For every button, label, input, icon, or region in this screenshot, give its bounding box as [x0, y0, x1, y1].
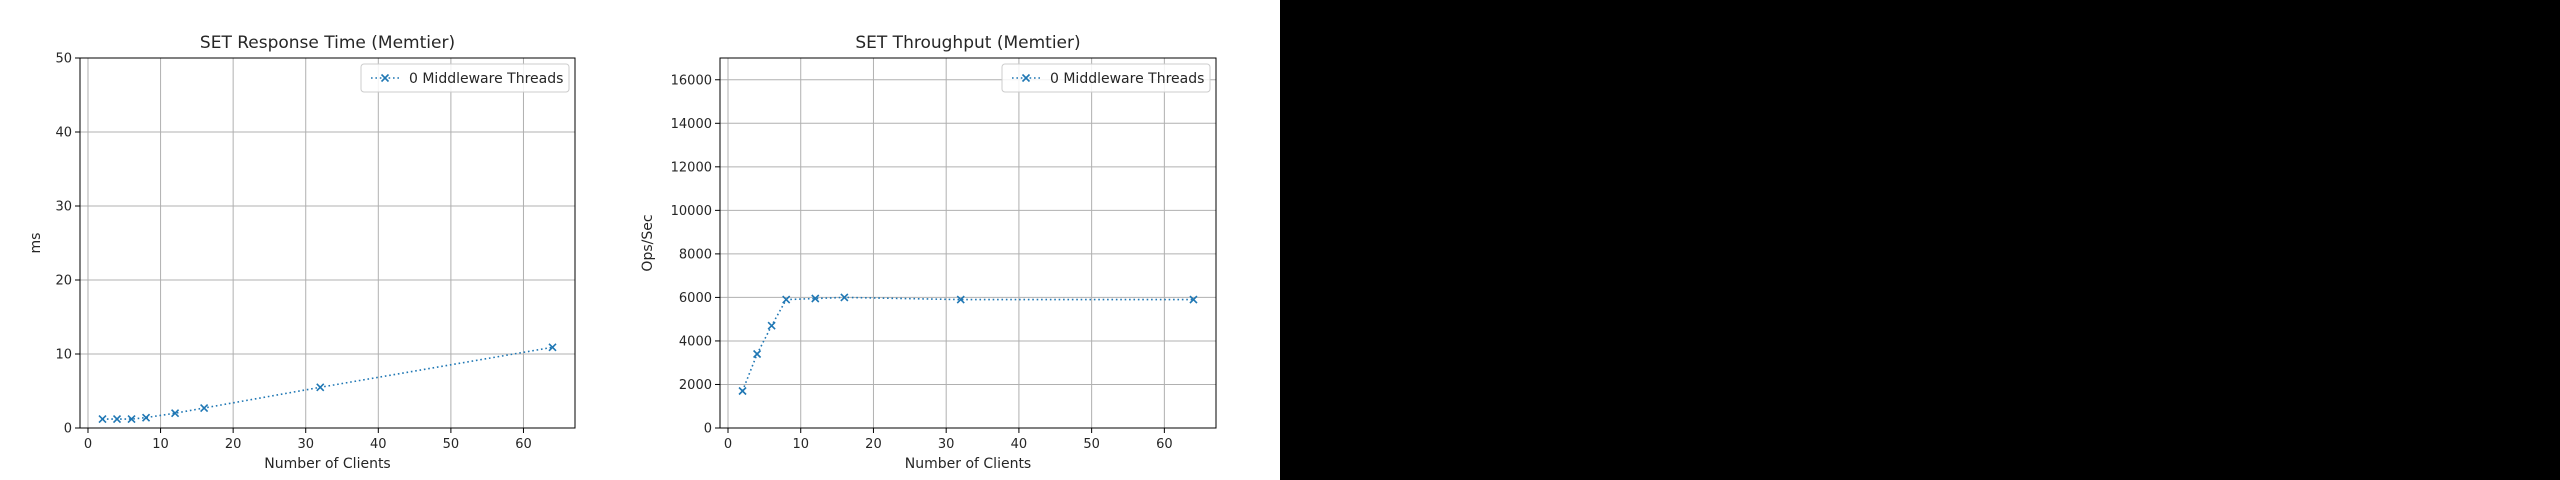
x-tick-label: 0	[724, 437, 732, 452]
marker-stroke	[98, 415, 107, 424]
data-point	[738, 386, 747, 396]
y-tick-label: 12000	[671, 160, 712, 175]
legend-marker-sample	[380, 73, 390, 83]
y-tick-label: 20	[55, 274, 72, 289]
chart-panel-2: 0 10 20 30 40 50 60 0 2000 4000 6000 8000 10000 12000…	[640, 33, 1217, 472]
data-point	[767, 321, 776, 330]
x-tick-label: 20	[865, 437, 882, 452]
data-point	[840, 293, 849, 302]
marker-stroke	[548, 343, 557, 352]
charts-canvas: 0 10 20 30 40 50 60 0 10 20 30 40 50 SET Response Tim…	[28, 33, 1217, 472]
figure: 0 10 20 30 40 50 60 0 10 20 30 40 50 SET Response Tim…	[0, 0, 1280, 480]
y-tick-label: 30	[55, 200, 72, 215]
y-tick-label: 6000	[679, 291, 712, 306]
data-point	[811, 294, 820, 303]
marker-stroke	[811, 294, 820, 303]
plot-area	[720, 58, 1216, 428]
x-axis-label: Number of Clients	[264, 456, 390, 472]
y-tick-label: 8000	[679, 247, 712, 262]
x-axis-label: Number of Clients	[905, 456, 1031, 472]
y-tick-label: 10000	[671, 204, 712, 219]
y-tick-label: 4000	[679, 334, 712, 349]
data-point	[753, 349, 762, 359]
chart-panel-1: 0 10 20 30 40 50 60 0 10 20 30 40 50 SET Response Tim…	[28, 33, 576, 472]
legend-marker-sample	[1021, 73, 1031, 83]
axes-frame	[79, 57, 576, 429]
marker-stroke	[171, 409, 180, 418]
data-point	[1189, 295, 1198, 304]
x-tick-label: 20	[225, 437, 242, 452]
y-axis-label: Ops/Sec	[640, 214, 656, 271]
marker-stroke	[1021, 73, 1031, 83]
marker-stroke	[380, 73, 390, 83]
data-point	[782, 295, 791, 304]
chart-title: SET Throughput (Memtier)	[855, 33, 1080, 53]
y-tick-label: 40	[55, 126, 72, 141]
data-point	[141, 413, 151, 422]
legend-entry: 0 Middleware Threads	[1050, 71, 1204, 87]
y-tick-label: 0	[704, 422, 712, 437]
y-tick-label: 2000	[679, 378, 712, 393]
x-tick-label: 30	[297, 437, 314, 452]
x-tick-label: 60	[515, 437, 532, 452]
x-tick-label: 30	[938, 437, 955, 452]
x-tick-label: 50	[443, 437, 460, 452]
y-tick-label: 10	[55, 348, 72, 363]
y-tick-label: 14000	[671, 117, 712, 132]
data-point	[171, 409, 180, 418]
marker-stroke	[112, 415, 122, 424]
chart-title: SET Response Time (Memtier)	[200, 33, 455, 53]
marker-stroke	[1189, 295, 1198, 304]
empty-black-panel	[1280, 0, 2560, 480]
data-point	[548, 343, 557, 352]
x-tick-label: 10	[152, 437, 169, 452]
marker-stroke	[753, 349, 762, 359]
data-point	[956, 295, 965, 304]
series-line	[102, 346, 553, 420]
legend: 0 Middleware Threads	[1001, 63, 1211, 93]
marker-stroke	[316, 383, 325, 392]
marker-stroke	[782, 295, 791, 304]
legend-box	[1001, 63, 1211, 93]
legend-entry: 0 Middleware Threads	[409, 71, 563, 87]
data-point	[98, 415, 107, 424]
x-tick-label: 10	[792, 437, 809, 452]
marker-stroke	[956, 295, 965, 304]
plot-area	[80, 58, 575, 428]
data-point	[200, 403, 209, 413]
x-tick-label: 40	[1011, 437, 1028, 452]
y-tick-label: 16000	[671, 73, 712, 88]
marker-stroke	[127, 415, 136, 424]
marker-stroke	[738, 386, 747, 396]
data-point	[127, 415, 136, 424]
x-tick-label: 60	[1156, 437, 1173, 452]
x-tick-label: 40	[370, 437, 387, 452]
data-point	[316, 383, 325, 392]
y-tick-label: 50	[55, 52, 72, 67]
axes-frame	[719, 57, 1217, 429]
legend-box	[360, 63, 570, 93]
x-tick-label: 50	[1083, 437, 1100, 452]
series-line	[741, 296, 1194, 392]
marker-stroke	[141, 413, 151, 422]
marker-stroke	[200, 403, 209, 413]
marker-stroke	[840, 293, 849, 302]
y-axis-label: ms	[28, 233, 44, 254]
data-point	[112, 415, 122, 424]
marker-stroke	[767, 321, 776, 330]
y-tick-label: 0	[64, 422, 72, 437]
x-tick-label: 0	[84, 437, 92, 452]
legend: 0 Middleware Threads	[360, 63, 570, 93]
